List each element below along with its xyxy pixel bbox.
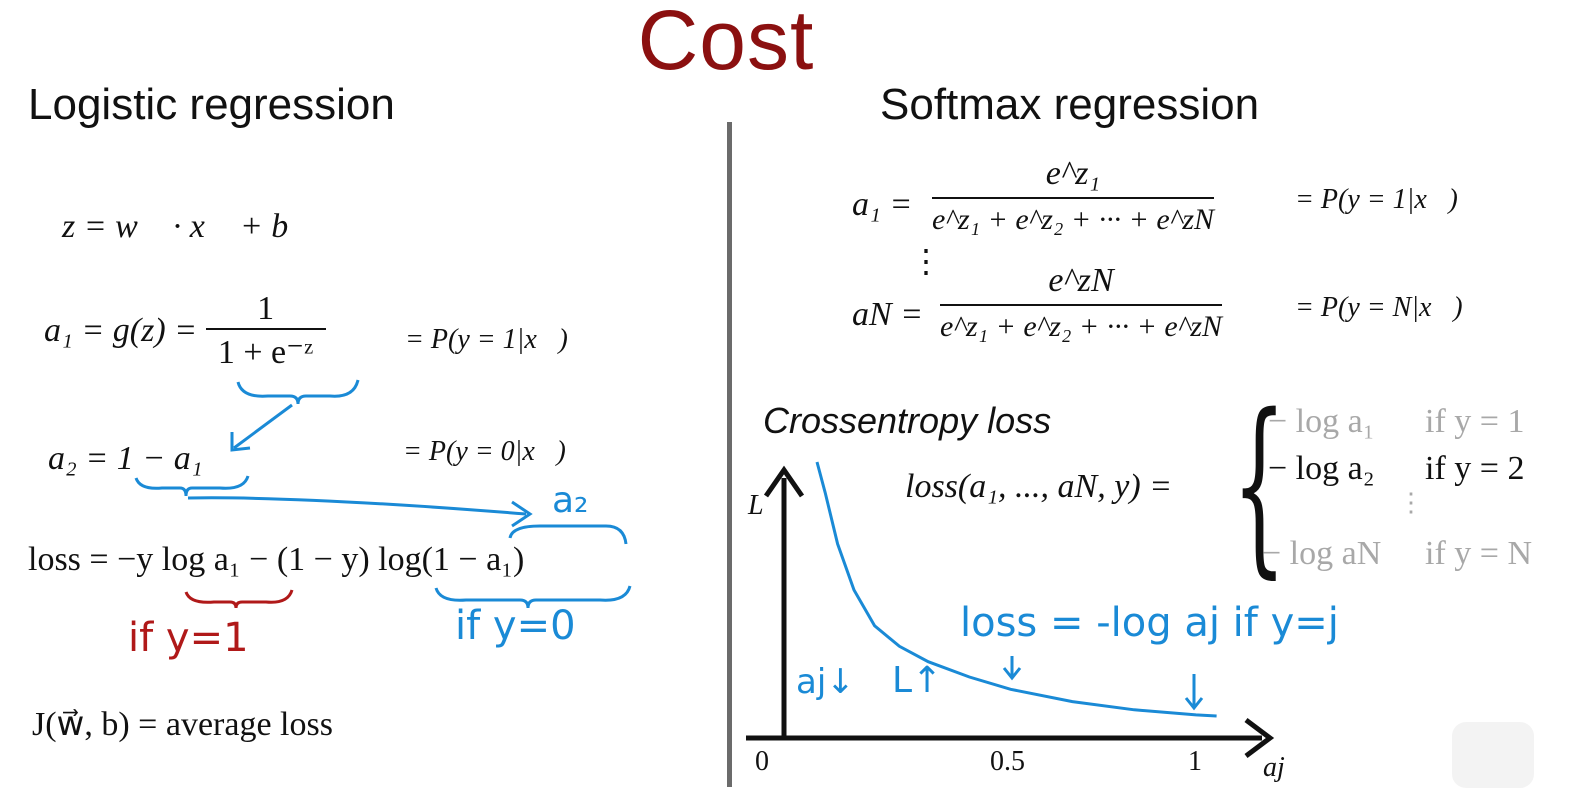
hand-brace-red	[184, 589, 294, 609]
z-equation: z = w⃗ · x⃗ + b	[62, 208, 289, 245]
softmax-vdots: ⋮	[910, 243, 942, 279]
video-watermark-icon	[1452, 722, 1534, 788]
hand-arrow-to-a1	[233, 403, 293, 450]
case-2-expr: − log a₂	[1268, 450, 1375, 487]
crossentropy-heading: Crossentropy loss	[763, 400, 1052, 441]
softmax-a1-probability: = P(y = 1|x⃗)	[1295, 184, 1458, 215]
hand-long-arrow	[187, 496, 527, 516]
softmax-aN-fraction: e^zN e^z₁ + e^z₂ + ··· + e^zN	[940, 262, 1223, 344]
a1-denominator: 1 + e⁻ᶻ	[205, 328, 326, 372]
crossentropy-loss-lhs: loss(a₁, ..., aN, y) =	[905, 468, 1173, 505]
softmax-a1-fraction: e^z₁ e^z₁ + e^z₂ + ··· + e^zN	[932, 155, 1215, 237]
hand-down-arrow-2	[1184, 674, 1204, 711]
hand-if-y0-label: if y=0	[455, 603, 576, 649]
softmax-a1-denominator: e^z₁ + e^z₂ + ··· + e^zN	[932, 197, 1215, 237]
case-2-cond: if y = 2	[1425, 450, 1525, 487]
chart-ylabel: L	[748, 490, 764, 521]
softmax-heading: Softmax regression	[880, 80, 1260, 129]
hand-aj-down-label: aj↓	[796, 662, 855, 702]
a2-equation: a₂ = 1 − a₁	[48, 440, 203, 477]
chart-x-arrowhead	[1244, 718, 1275, 758]
softmax-aN-numerator: e^zN	[1048, 262, 1114, 299]
softmax-aN-denominator: e^z₁ + e^z₂ + ··· + e^zN	[940, 304, 1223, 344]
logistic-heading: Logistic regression	[28, 80, 395, 129]
loss-equation: loss = −y log a₁ − (1 − y) log(1 − a₁)	[28, 541, 525, 578]
softmax-aN-lhs: aN =	[852, 296, 924, 333]
chart-xtick-0: 0	[755, 746, 769, 777]
hand-a2-label: a₂	[552, 480, 589, 521]
hand-arrowhead-a1	[230, 432, 251, 452]
hand-loss-label: loss = -log aj if y=j	[960, 600, 1339, 646]
hand-brace-den	[236, 379, 360, 405]
softmax-a1-numerator: e^z₁	[1045, 155, 1101, 192]
case-1-expr: − log a₁	[1268, 403, 1375, 440]
a1-lhs: a₁ = g(z) =	[44, 312, 198, 349]
hand-down-arrow-1	[1002, 656, 1022, 681]
chart-xtick-1: 0.5	[990, 746, 1025, 777]
hand-brace-a2	[508, 524, 628, 545]
hand-brace-blue	[434, 585, 632, 609]
hand-long-arrowhead	[511, 500, 533, 528]
softmax-aN-probability: = P(y = N|x⃗)	[1295, 292, 1463, 323]
cost-equation: J(w⃗, b) = average loss	[32, 706, 333, 743]
hand-brace-1-a1	[134, 475, 250, 497]
cases-vdots: ⋮	[1398, 488, 1424, 517]
hand-if-y1-label: if y=1	[128, 615, 249, 661]
a1-probability: = P(y = 1|x⃗)	[405, 324, 568, 355]
a1-fraction: 1 1 + e⁻ᶻ	[205, 290, 326, 372]
softmax-a1-lhs: a₁ =	[852, 186, 913, 223]
chart-series-line	[815, 461, 1217, 718]
case-N-cond: if y = N	[1425, 535, 1532, 572]
cases-brace: {	[1232, 374, 1287, 595]
column-divider	[727, 122, 732, 787]
case-1-cond: if y = 1	[1425, 403, 1525, 440]
case-N-expr: − log aN	[1262, 535, 1382, 572]
chart-xtick-2: 1	[1188, 746, 1202, 777]
a1-numerator: 1	[257, 290, 275, 327]
a1-equation: a₁ = g(z) = 1 1 + e⁻ᶻ	[44, 290, 326, 372]
hand-L-up-label: L↑	[892, 660, 943, 701]
a2-probability: = P(y = 0|x⃗)	[403, 436, 566, 467]
chart-y-arrowhead	[763, 465, 805, 498]
chart-xlabel: aj	[1263, 752, 1285, 783]
slide-title: Cost	[637, 0, 815, 87]
